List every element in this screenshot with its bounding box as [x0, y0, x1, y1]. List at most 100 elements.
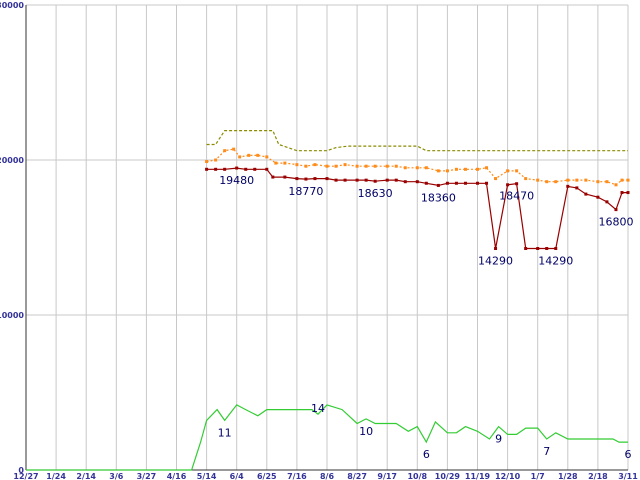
data-point-main_solid	[283, 175, 287, 179]
series-lines	[26, 130, 630, 471]
data-point-middle_dotted	[584, 178, 588, 182]
data-point-middle_dotted	[485, 166, 489, 170]
data-point-middle_dotted	[436, 169, 440, 173]
data-point-middle_dotted	[205, 160, 209, 164]
y-tick-label: 30000	[0, 1, 24, 10]
data-point-main_solid	[403, 180, 407, 184]
x-tick-label: 2/18	[588, 472, 608, 480]
series-line-main_solid	[206, 167, 628, 250]
data-point-middle_dotted	[256, 153, 260, 157]
x-tick-label: 3/6	[109, 472, 123, 480]
data-point-main_solid	[355, 178, 359, 182]
data-point-main_solid	[265, 167, 269, 171]
x-tick-label: 8/27	[347, 472, 367, 480]
data-label: 14	[311, 402, 325, 415]
data-point-main_solid	[343, 178, 347, 182]
x-tick-label: 6/25	[257, 472, 277, 480]
data-point-main_solid	[364, 178, 368, 182]
data-point-middle_dotted	[364, 164, 368, 168]
x-tick-label: 10/8	[407, 472, 427, 480]
data-point-main_solid	[620, 191, 624, 195]
data-label: 14290	[478, 255, 513, 268]
data-point-main_solid	[334, 178, 338, 182]
x-tick-label: 11/19	[465, 472, 491, 480]
x-tick-label: 12/10	[495, 472, 521, 480]
data-point-middle_dotted	[265, 155, 269, 159]
data-point-main_solid	[566, 184, 570, 188]
data-point-main_solid	[584, 192, 588, 196]
x-tick-label: 9/17	[377, 472, 397, 480]
data-point-main_solid	[415, 180, 419, 184]
x-tick-label: 1/24	[46, 472, 66, 480]
data-point-middle_dotted	[223, 149, 227, 153]
data-point-main_solid	[214, 167, 218, 171]
x-tick-label: 2/14	[76, 472, 96, 480]
data-point-middle_dotted	[445, 169, 449, 173]
data-point-main_solid	[626, 191, 630, 195]
data-label: 9	[495, 433, 502, 446]
data-point-main_solid	[373, 179, 377, 183]
data-point-middle_dotted	[274, 161, 278, 165]
x-tick-label: 8/6	[320, 472, 334, 480]
data-point-middle_dotted	[424, 166, 428, 170]
data-point-main_solid	[394, 178, 398, 182]
data-point-middle_dotted	[536, 178, 540, 182]
data-label: 19480	[219, 174, 254, 187]
x-tick-label: 3/27	[137, 472, 157, 480]
data-point-middle_dotted	[515, 169, 519, 173]
data-point-main_solid	[223, 167, 227, 171]
data-point-main_solid	[515, 182, 519, 186]
data-labels: 19480 18770 18630 18360 14290 18470 14290 16800…	[218, 174, 634, 461]
y-tick-label: 10000	[0, 311, 24, 320]
data-point-main_solid	[536, 247, 540, 251]
data-label: 18470	[499, 190, 534, 203]
data-point-main_solid	[605, 200, 609, 204]
data-point-middle_dotted	[214, 158, 218, 162]
data-label: 18630	[358, 187, 393, 200]
data-point-middle_dotted	[566, 178, 570, 182]
data-point-middle_dotted	[620, 178, 624, 182]
data-point-middle_dotted	[476, 167, 479, 171]
data-point-middle_dotted	[313, 163, 317, 167]
data-point-middle_dotted	[605, 180, 609, 184]
data-point-middle_dotted	[343, 163, 347, 167]
data-point-main_solid	[205, 167, 209, 171]
data-point-main_solid	[596, 195, 600, 199]
data-point-middle_dotted	[626, 178, 630, 182]
data-point-middle_dotted	[238, 155, 242, 159]
data-label: 14290	[538, 255, 573, 268]
data-label: 6	[423, 448, 430, 461]
data-point-main_solid	[575, 186, 579, 190]
data-point-middle_dotted	[295, 163, 299, 167]
data-point-main_solid	[235, 166, 239, 170]
data-point-middle_dotted	[247, 153, 251, 157]
data-point-main_solid	[454, 181, 458, 185]
data-point-main_solid	[244, 167, 248, 171]
data-label: 7	[543, 445, 550, 458]
data-point-middle_dotted	[394, 164, 398, 168]
y-tick-label: 20000	[0, 156, 24, 165]
data-label: 16800	[598, 216, 633, 229]
data-point-middle_dotted	[463, 167, 467, 171]
data-point-middle_dotted	[575, 178, 579, 182]
data-point-middle_dotted	[403, 166, 407, 170]
data-point-main_solid	[614, 208, 618, 212]
data-point-main_solid	[554, 247, 558, 251]
series-line-upper_dashed	[206, 130, 628, 152]
x-tick-label: 4/16	[167, 472, 187, 480]
data-point-main_solid	[494, 247, 498, 251]
data-point-middle_dotted	[596, 180, 600, 184]
series-line-bottom_green	[26, 404, 628, 471]
data-point-main_solid	[295, 177, 299, 181]
data-label: 6	[625, 448, 632, 461]
data-label: 10	[359, 425, 373, 438]
data-point-middle_dotted	[283, 161, 287, 165]
data-point-main_solid	[253, 167, 257, 171]
data-point-middle_dotted	[454, 167, 458, 171]
x-tick-label: 1/28	[558, 472, 578, 480]
data-point-middle_dotted	[232, 147, 236, 151]
data-point-main_solid	[436, 183, 440, 187]
data-point-main_solid	[304, 177, 308, 181]
data-point-main_solid	[325, 177, 329, 181]
